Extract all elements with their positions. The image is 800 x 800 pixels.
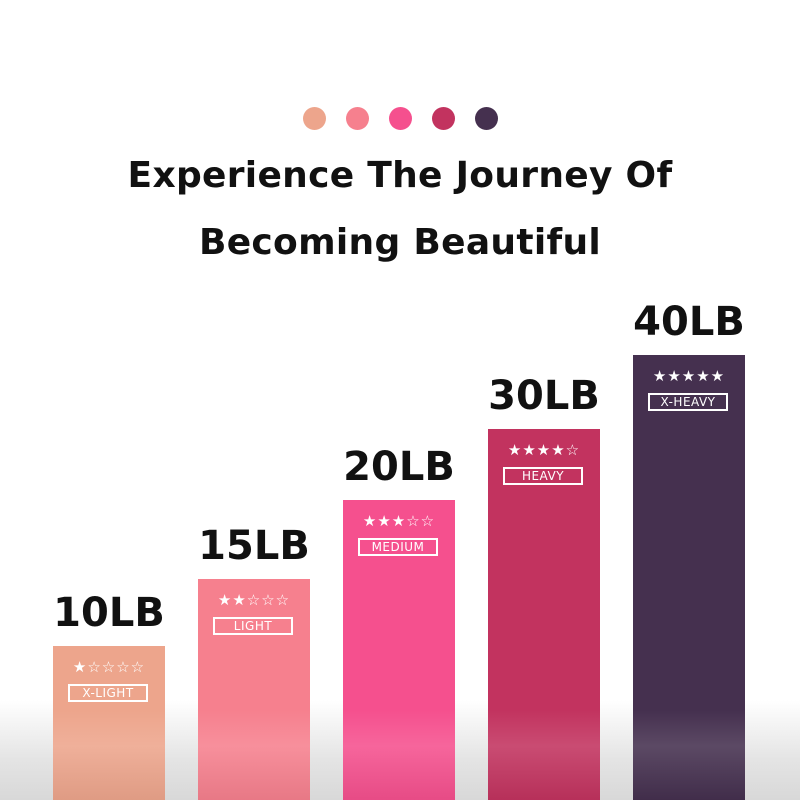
title-line-2: Becoming Beautiful: [198, 222, 602, 263]
level-label: X-HEAVY: [648, 393, 728, 411]
color-dot: [302, 107, 326, 130]
value-label: 30LB: [488, 373, 600, 419]
star-rating: ★★★★★: [652, 367, 726, 385]
star-rating: ★★☆☆☆: [217, 591, 291, 609]
level-label: MEDIUM: [358, 538, 438, 556]
star-rating: ★★★★☆: [507, 441, 581, 459]
star-rating: ★★★☆☆: [362, 512, 436, 530]
bar-x-light: ★☆☆☆☆ X-LIGHT: [53, 646, 165, 800]
value-label: 10LB: [53, 590, 165, 636]
color-dots: [0, 107, 800, 130]
value-label: 20LB: [343, 444, 455, 490]
bar-medium: ★★★☆☆ MEDIUM: [343, 500, 455, 800]
star-rating: ★☆☆☆☆: [72, 658, 146, 676]
bar-x-heavy: ★★★★★ X-HEAVY: [633, 355, 745, 800]
level-label: X-LIGHT: [68, 684, 148, 702]
level-label: LIGHT: [213, 617, 293, 635]
color-dot: [431, 107, 455, 130]
level-label: HEAVY: [503, 467, 583, 485]
color-dot: [345, 107, 369, 130]
bar-heavy: ★★★★☆ HEAVY: [488, 429, 600, 800]
color-dot: [474, 107, 498, 130]
value-label: 15LB: [198, 523, 310, 569]
title-line-1: Experience The Journey Of: [127, 155, 673, 196]
bar-light: ★★☆☆☆ LIGHT: [198, 579, 310, 800]
color-dot: [388, 107, 412, 130]
value-label: 40LB: [633, 299, 745, 345]
